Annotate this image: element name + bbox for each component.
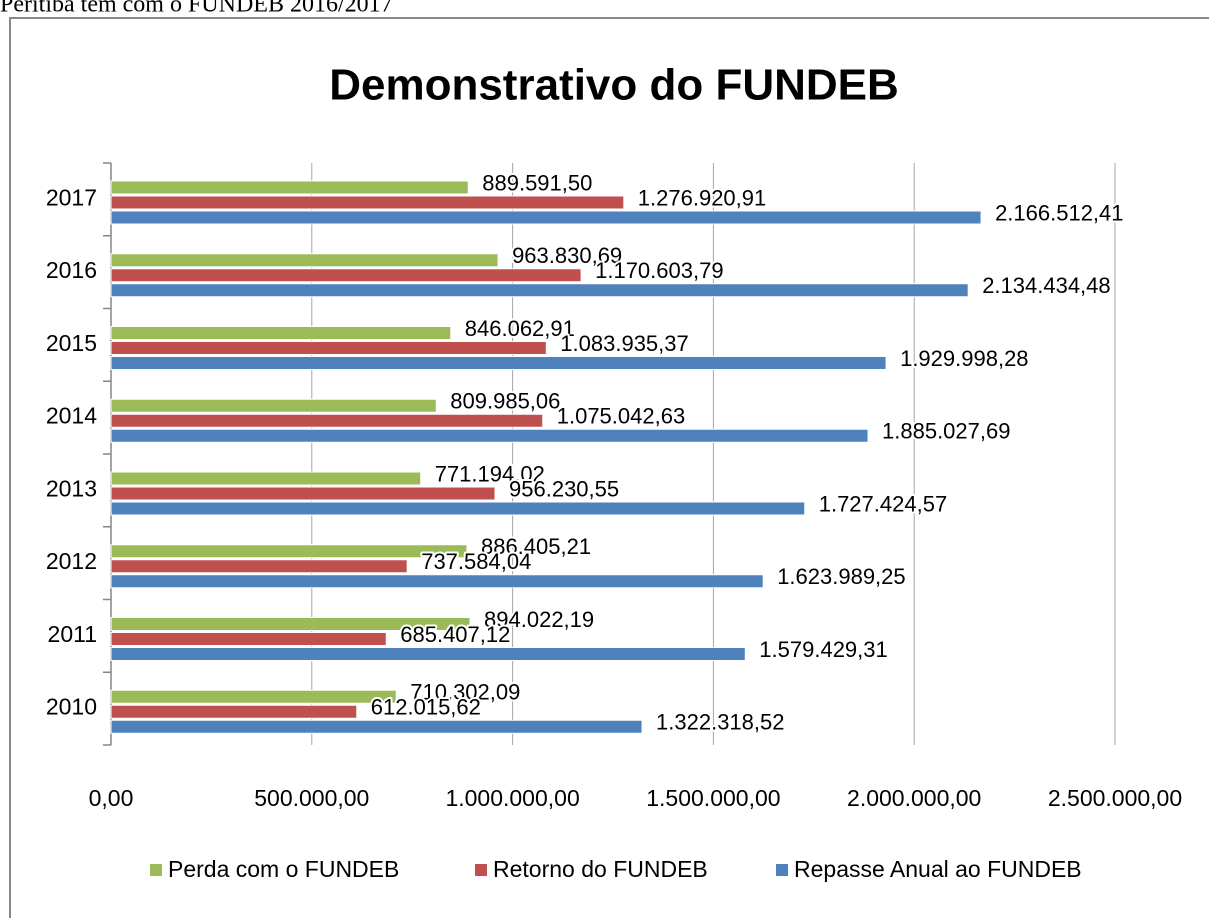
value-label: 612.015,62 (371, 695, 481, 720)
chart-border (9, 17, 1209, 918)
value-label: 889.591,50 (482, 170, 592, 195)
value-label: 2.134.434,48 (982, 273, 1110, 298)
bar (110, 356, 887, 370)
value-label: 685.407,12 (400, 622, 510, 647)
value-label: 771.194,02 (435, 461, 545, 486)
legend-label: Retorno do FUNDEB (493, 856, 708, 882)
value-label: 1.276.920,91 (638, 185, 766, 210)
x-tick-label: 1.500.000,00 (646, 785, 780, 811)
y-tick-label: 2017 (46, 184, 97, 210)
bar (110, 486, 496, 501)
bar (110, 704, 358, 719)
bar (110, 574, 764, 589)
value-label: 1.322.318,52 (656, 710, 784, 735)
value-label: 894.022,19 (484, 607, 594, 632)
bar (110, 544, 468, 559)
x-tick-label: 2.000.000,00 (847, 785, 981, 811)
bar (110, 428, 869, 443)
value-label: 809.985,06 (450, 389, 560, 414)
bar (110, 341, 547, 355)
value-label: 1.075.042,63 (557, 404, 685, 429)
x-tick-label: 0,00 (89, 785, 134, 811)
value-label: 1.170.603,79 (595, 258, 723, 283)
bar (110, 195, 625, 210)
chart-title: Demonstrativo do FUNDEB (329, 61, 899, 110)
y-tick-label: 2010 (46, 694, 97, 720)
y-tick-label: 2013 (46, 475, 97, 501)
y-tick-label: 2011 (48, 621, 97, 647)
y-tick-label: 2016 (46, 257, 97, 283)
value-label: 737.584,04 (421, 549, 531, 574)
bar (110, 632, 387, 646)
value-label: 886.405,21 (481, 534, 591, 559)
value-label: 1.885.027,69 (882, 419, 1010, 444)
bar (110, 210, 982, 225)
y-tick-label: 2012 (46, 548, 97, 574)
header-text: Peritiba tem com o FUNDEB 2016/2017 (0, 0, 393, 18)
x-tick-label: 2.500.000,00 (1048, 785, 1182, 811)
value-label: 710.302,09 (410, 680, 520, 705)
bar (110, 253, 499, 268)
legend-swatch (475, 864, 487, 876)
y-tick-label: 2014 (46, 403, 97, 429)
value-label: 846.062,91 (465, 316, 575, 341)
bar (110, 719, 643, 734)
legend-label: Repasse Anual ao FUNDEB (794, 856, 1082, 882)
bar (110, 617, 471, 631)
value-label: 1.727.424,57 (819, 491, 947, 516)
value-label: 2.166.512,41 (995, 200, 1123, 225)
bar (110, 559, 408, 574)
legend-label: Perda com o FUNDEB (168, 856, 399, 882)
value-label: 1.623.989,25 (777, 564, 905, 589)
legend-swatch (776, 864, 788, 876)
x-tick-label: 500.000,00 (254, 785, 369, 811)
value-label: 1.579.429,31 (759, 637, 887, 662)
value-label: 1.083.935,37 (560, 331, 688, 356)
bar (110, 647, 746, 661)
value-label: 1.929.998,28 (900, 346, 1028, 371)
bar (110, 689, 397, 704)
y-tick-label: 2015 (46, 330, 97, 356)
bar (110, 398, 437, 413)
bar (110, 326, 452, 340)
value-label: 956.230,55 (509, 476, 619, 501)
legend-swatch (150, 864, 162, 876)
bar (110, 180, 469, 195)
bar (110, 471, 422, 486)
bar (110, 413, 544, 428)
bar (110, 268, 582, 283)
x-tick-label: 1.000.000,00 (445, 785, 579, 811)
value-label: 963.830,69 (512, 243, 622, 268)
bar (110, 501, 806, 516)
bar (110, 283, 969, 298)
